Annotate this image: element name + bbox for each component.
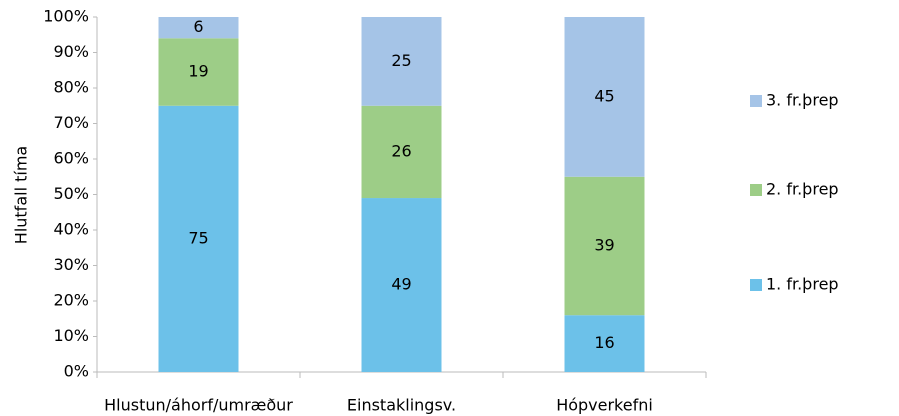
- x-tick-label: Hlustun/áhorf/umræður: [104, 396, 293, 415]
- data-label: 25: [391, 51, 411, 70]
- y-tick-label: 90%: [53, 42, 89, 61]
- y-tick-label: 60%: [53, 149, 89, 168]
- y-tick-label: 0%: [64, 362, 89, 381]
- legend-label: 2. fr.þrep: [766, 180, 839, 199]
- data-label: 49: [391, 275, 411, 294]
- bar-segment: [158, 17, 239, 39]
- data-label: 6: [193, 17, 203, 36]
- legend-swatch: [750, 279, 762, 291]
- y-tick-label: 30%: [53, 255, 89, 274]
- y-tick-label: 10%: [53, 326, 89, 345]
- data-label: 26: [391, 141, 411, 160]
- y-tick-label: 40%: [53, 220, 89, 239]
- legend-swatch: [750, 184, 762, 196]
- legend-label: 1. fr.þrep: [766, 275, 839, 294]
- bar-segment: [361, 17, 442, 106]
- data-label: 75: [188, 228, 208, 247]
- bar-segment: [158, 38, 239, 106]
- y-tick-label: 20%: [53, 291, 89, 310]
- x-tick-label: Hópverkefni: [556, 396, 653, 415]
- x-tick-label: Einstaklingsv.: [347, 396, 456, 415]
- data-label: 16: [594, 333, 614, 352]
- data-label: 39: [594, 235, 614, 254]
- bar-segment: [564, 17, 645, 177]
- data-label: 45: [594, 86, 614, 105]
- y-tick-label: 100%: [43, 7, 89, 26]
- y-tick-label: 80%: [53, 78, 89, 97]
- bar-segment: [564, 315, 645, 372]
- bar-segment: [564, 176, 645, 316]
- bar-segment: [361, 198, 442, 372]
- legend-label: 3. fr.þrep: [766, 91, 839, 110]
- data-label: 19: [188, 62, 208, 81]
- bar-segment: [361, 105, 442, 199]
- y-axis-label: Hlutfall tíma: [12, 146, 31, 244]
- legend-swatch: [750, 95, 762, 107]
- y-tick-label: 70%: [53, 113, 89, 132]
- y-tick-label: 50%: [53, 184, 89, 203]
- bar-segment: [158, 105, 239, 372]
